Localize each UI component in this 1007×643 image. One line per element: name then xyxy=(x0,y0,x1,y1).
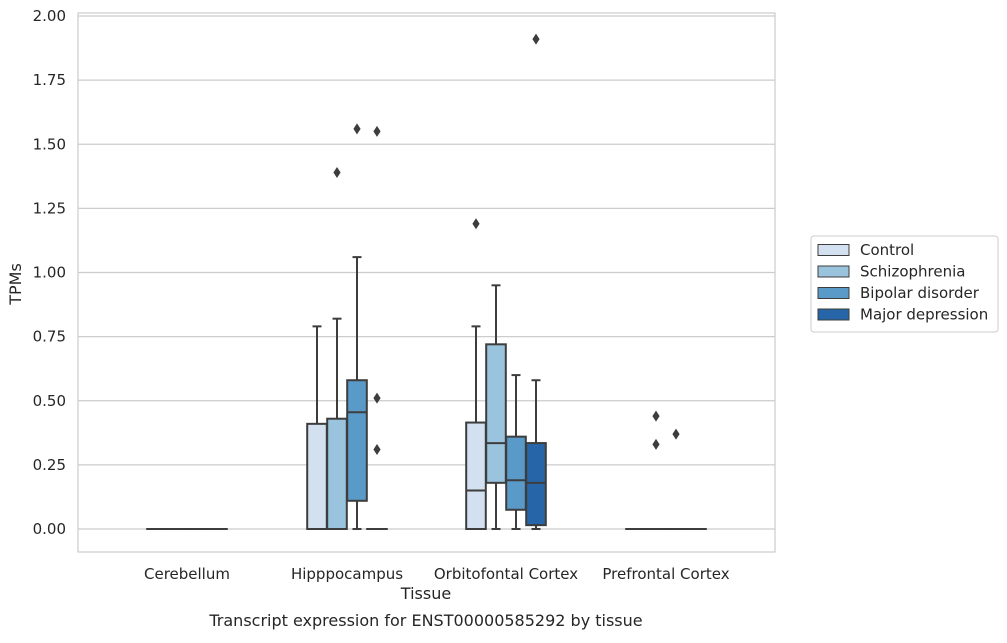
plot-frame xyxy=(78,13,775,552)
x-tick-label: Hipppocampus xyxy=(291,565,403,583)
y-tick-label: 0.50 xyxy=(33,392,66,410)
box-2-3 xyxy=(666,429,686,529)
axis-layer: 0.00 0.25 0.50 0.75 1.00 1.25 1.50 1.75 2.00 Cere… xyxy=(33,7,730,583)
box-body xyxy=(526,443,546,525)
legend-swatch xyxy=(818,288,849,299)
legend-swatch xyxy=(818,245,849,256)
series-group xyxy=(167,167,666,529)
box-body xyxy=(327,419,347,529)
outlier-point xyxy=(652,411,659,422)
x-axis-label: Tissue xyxy=(400,584,451,603)
outlier-point xyxy=(472,218,479,229)
x-tick-label: Cerebellum xyxy=(144,565,230,583)
box-body xyxy=(466,423,486,529)
box-body xyxy=(486,344,506,483)
x-tick-label: Prefrontal Cortex xyxy=(602,565,729,583)
box-1-3 xyxy=(646,411,666,529)
y-tick-label: 0.75 xyxy=(33,328,66,346)
box-3-1 xyxy=(367,126,387,529)
box-0-1 xyxy=(307,326,327,529)
outlier-point xyxy=(672,429,679,440)
legend-label: Bipolar disorder xyxy=(860,284,980,302)
legend-swatch xyxy=(818,309,849,320)
series-group xyxy=(187,123,686,529)
legend-label: Control xyxy=(860,241,914,259)
box-3-2 xyxy=(526,34,546,529)
grid-layer xyxy=(78,13,775,552)
box-0-2 xyxy=(466,218,486,529)
legend-swatch xyxy=(818,266,849,277)
y-tick-label: 1.00 xyxy=(33,264,66,282)
chart-title: Transcript expression for ENST0000058529… xyxy=(208,611,642,630)
outlier-point xyxy=(373,444,380,455)
legend-label: Schizophrenia xyxy=(860,263,965,281)
outlier-point xyxy=(353,123,360,134)
y-tick-label: 1.25 xyxy=(33,199,66,217)
box-2-2 xyxy=(506,375,526,529)
outlier-point xyxy=(373,126,380,137)
box-layer xyxy=(147,34,706,529)
box-body xyxy=(307,424,327,529)
y-tick-label: 1.50 xyxy=(33,135,66,153)
outlier-point xyxy=(333,167,340,178)
box-1-1 xyxy=(327,167,347,529)
legend: Control Schizophrenia Bipolar disorder Majo… xyxy=(811,236,998,332)
outlier-point xyxy=(652,439,659,450)
box-body xyxy=(347,380,367,501)
y-tick-label: 2.00 xyxy=(33,7,66,25)
outlier-point xyxy=(532,34,539,45)
y-tick-label: 0.00 xyxy=(33,520,66,538)
box-1-2 xyxy=(486,285,506,529)
y-tick-label: 1.75 xyxy=(33,71,66,89)
series-group xyxy=(147,218,646,529)
outlier-point xyxy=(373,393,380,404)
y-axis-label: TPMs xyxy=(6,263,25,306)
box-2-1 xyxy=(347,123,367,529)
series-group xyxy=(207,34,706,529)
box-body xyxy=(506,437,526,510)
x-tick-label: Orbitofontal Cortex xyxy=(434,565,578,583)
y-tick-label: 0.25 xyxy=(33,456,66,474)
legend-label: Major depression xyxy=(860,306,988,324)
